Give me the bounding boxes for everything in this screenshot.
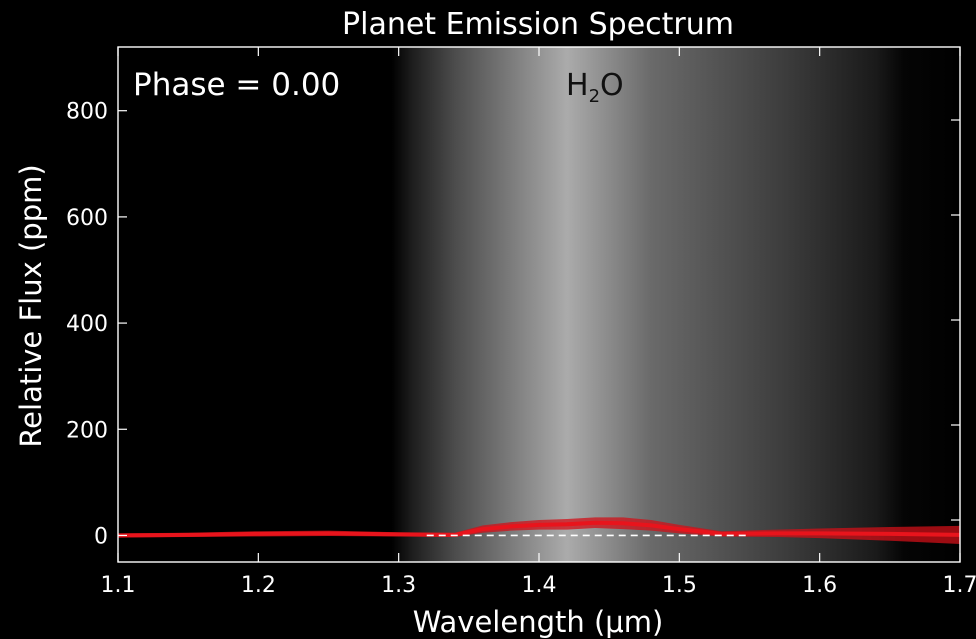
x-tick-label: 1.6: [802, 573, 837, 598]
h2o-label: H2O: [566, 68, 624, 107]
x-tick-label: 1.2: [241, 573, 276, 598]
series-0-point: [481, 527, 485, 531]
y-tick-label: 400: [66, 312, 108, 337]
series-0-point: [775, 531, 780, 535]
series-0-point: [186, 533, 190, 537]
h2o-label-subscript: 2: [589, 86, 600, 107]
series-0-point: [593, 521, 597, 525]
series-0-point: [888, 532, 892, 536]
phase-annotation: Phase = 0.00: [133, 67, 340, 103]
y-tick-label: 600: [66, 206, 108, 231]
y-axis-label: Relative Flux (ppm): [14, 164, 48, 447]
x-tick-label: 1.3: [381, 573, 416, 598]
x-tick-label: 1.4: [522, 573, 557, 598]
series-0-point: [326, 531, 331, 535]
series-0-point: [509, 524, 513, 529]
right-axis-ticks: [951, 119, 960, 521]
series-0-point: [256, 532, 260, 536]
series-0-point: [818, 531, 822, 535]
y-tick-label: 200: [66, 418, 108, 443]
h2o-label-h: H: [566, 68, 589, 103]
y-tick-label: 800: [66, 100, 108, 125]
h2o-absorption-band: [118, 47, 960, 562]
x-axis-ticks: 1.1 1.2 1.3 1.4 1.5 1.6 1.7: [101, 47, 976, 598]
series-0-point: [621, 521, 625, 525]
x-tick-label: 1.5: [662, 573, 697, 598]
x-tick-label: 1.1: [101, 573, 136, 598]
y-axis-ticks: 0 200 400 600 800: [66, 100, 127, 549]
series-0-point: [677, 527, 681, 531]
series-0-point: [565, 522, 569, 526]
series-layer: [118, 517, 960, 544]
y-tick-label: 0: [94, 524, 108, 549]
series-0-uncertainty-band: [118, 517, 960, 544]
series-0-point: [397, 532, 401, 536]
series-0-point: [649, 523, 653, 527]
x-tick-label: 1.7: [943, 573, 976, 598]
x-axis-label: Wavelength (μm): [413, 605, 664, 639]
series-0-point: [537, 523, 541, 527]
h2o-label-o: O: [600, 68, 624, 103]
chart-title: Planet Emission Spectrum: [342, 7, 734, 42]
